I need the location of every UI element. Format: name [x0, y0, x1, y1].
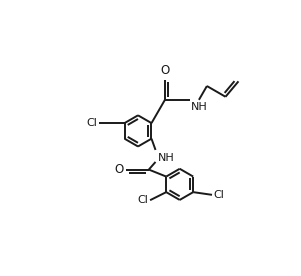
Text: O: O — [114, 163, 123, 176]
Text: Cl: Cl — [138, 195, 149, 205]
Text: NH: NH — [191, 102, 208, 112]
Text: NH: NH — [158, 153, 174, 163]
Text: Cl: Cl — [213, 190, 224, 200]
Text: Cl: Cl — [86, 118, 97, 128]
Text: O: O — [160, 64, 169, 77]
